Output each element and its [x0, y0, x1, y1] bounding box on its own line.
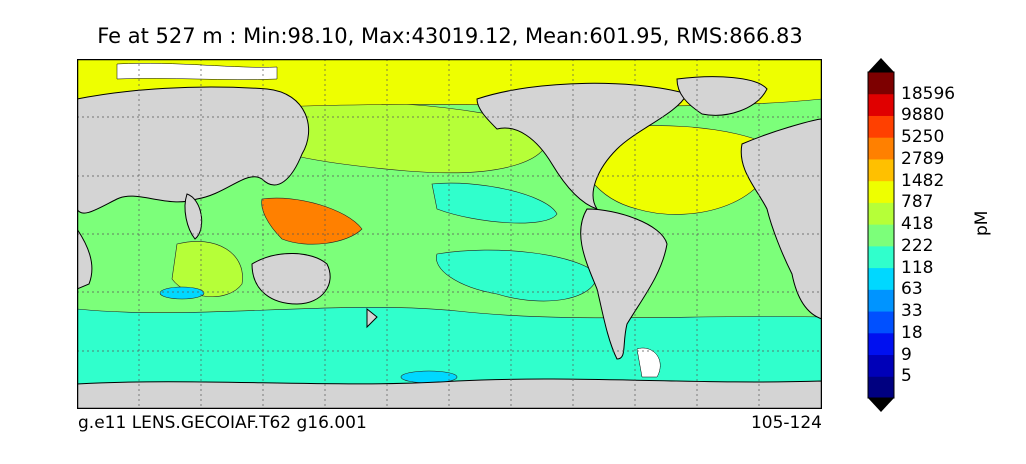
fe-region-indian-low: [159, 286, 205, 300]
colorbar-segment: [868, 72, 894, 95]
colorbar-segment: [868, 289, 894, 312]
colorbar-labels: 5 9 18 33 63 118 222 418 787 1482 2789 5250 9880 1859…: [901, 80, 981, 390]
colorbar-tick-label: 33: [901, 301, 923, 322]
colorbar-segment: [868, 137, 894, 160]
gridlines: [77, 59, 822, 409]
colorbar-segment: [868, 376, 894, 399]
colorbar-segment: [868, 311, 894, 334]
colorbar-segment: [868, 93, 894, 116]
land-south-america: [580, 208, 668, 360]
colorbar-tick-label: 118: [901, 257, 934, 278]
colorbar-segment: [868, 180, 894, 203]
map-frame: [77, 59, 822, 409]
fe-region-pacific-low: [431, 182, 558, 224]
land-antarctica: [77, 378, 822, 409]
fe-region-south-pacific-low: [436, 249, 598, 302]
map-title: Fe at 527 m : Min:98.10, Max:43019.12, M…: [97, 24, 803, 48]
colorbar-tick-label: 9880: [901, 105, 945, 126]
colorbar-tick-label: 9: [901, 344, 912, 365]
colorbar-tick-label: 18: [901, 322, 923, 343]
colorbar-segment: [868, 354, 894, 377]
land-eurasia: [77, 86, 310, 214]
land-europe-africa-east: [740, 118, 822, 320]
sea-ice-arctic: [116, 63, 278, 80]
land-india: [184, 193, 203, 240]
colorbar-segment: [868, 158, 894, 182]
colorbar-tick-label: 222: [901, 235, 934, 256]
colorbar: [860, 50, 910, 420]
land-north-america: [476, 82, 688, 210]
colorbar-tick-label: 63: [901, 279, 923, 300]
land-new-zealand: [366, 307, 378, 329]
fe-region-indonesia-high: [261, 197, 363, 245]
colorbar-segment: [868, 245, 894, 269]
colorbar-tick-label: 418: [901, 214, 934, 235]
colorbar-tick-label: 1482: [901, 170, 945, 191]
ocean-map: [77, 59, 822, 409]
colorbar-tick-label: 5: [901, 366, 912, 387]
colorbar-tick-label: 787: [901, 192, 934, 213]
colorbar-segment: [868, 202, 894, 225]
colorbar-segment: [868, 267, 894, 290]
colorbar-segment: [868, 115, 894, 138]
case-label: g.e11 LENS.GECOIAF.T62 g16.001: [78, 413, 367, 433]
colorbar-frame: [867, 71, 895, 399]
colorbar-tick-label: 18596: [901, 83, 956, 104]
land-australia: [251, 253, 331, 305]
sea-ice-antarctic: [636, 347, 661, 378]
years-label: 105-124: [750, 413, 822, 433]
land-greenland: [676, 76, 768, 116]
fe-region-atlantic: [571, 125, 778, 215]
fe-region-southern-ocean: [77, 307, 822, 385]
colorbar-tick-label: 5250: [901, 127, 945, 148]
colorbar-extend-max: [868, 58, 894, 72]
colorbar-segment: [868, 332, 894, 356]
colorbar-extend-min: [868, 398, 894, 412]
colorbar-segment: [868, 224, 894, 247]
colorbar-tick-label: 2789: [901, 148, 945, 169]
colorbar-unit: pM: [972, 210, 992, 236]
